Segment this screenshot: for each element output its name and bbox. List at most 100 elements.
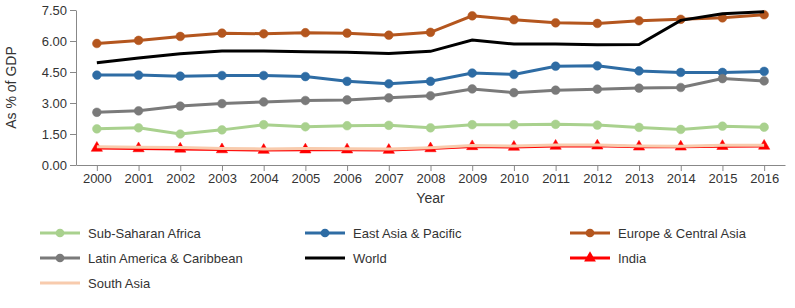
x-tick-label: 2007 (375, 171, 404, 186)
y-tick-mark (70, 165, 76, 166)
series-marker (218, 125, 227, 134)
x-tick-mark (347, 165, 348, 171)
series-marker (343, 121, 352, 130)
series-marker (384, 79, 393, 88)
series-marker (718, 122, 727, 131)
series-marker (760, 67, 769, 76)
series-marker (510, 70, 519, 79)
series-marker (635, 84, 644, 93)
x-tick-label: 2004 (250, 171, 279, 186)
x-tick: 2009 (458, 165, 487, 186)
x-tick-label: 2011 (542, 171, 570, 186)
x-tick-mark (514, 165, 515, 171)
y-tick: 0.00 (42, 158, 76, 173)
y-tick-mark (70, 72, 76, 73)
series-marker (259, 120, 268, 129)
x-axis: 2000200120022003200420052006200720082009… (77, 165, 786, 186)
series-marker (426, 77, 435, 86)
series-marker (468, 85, 477, 94)
legend-marker (586, 229, 595, 238)
x-axis-title: Year (416, 190, 445, 206)
x-tick-label: 2001 (125, 171, 154, 186)
y-tick-label: 7.50 (42, 3, 67, 18)
legend-label: World (353, 251, 387, 266)
x-tick-label: 2008 (417, 171, 446, 186)
series-marker (176, 72, 185, 81)
x-tick: 2013 (625, 165, 654, 186)
x-tick: 2016 (750, 165, 779, 186)
legend-item: South Asia (40, 276, 151, 291)
x-tick: 2000 (83, 165, 112, 186)
x-tick-label: 2009 (458, 171, 487, 186)
x-tick-mark (139, 165, 140, 171)
series-marker (176, 102, 185, 111)
legend-marker (56, 254, 65, 263)
series-marker (718, 74, 727, 83)
series-marker (510, 120, 519, 129)
x-tick-mark (180, 165, 181, 171)
y-tick-label: 6.00 (42, 34, 67, 49)
legend-item: India (570, 251, 647, 266)
series-marker (468, 69, 477, 78)
series-marker (426, 91, 435, 100)
series-marker (593, 19, 602, 28)
series-marker (593, 85, 602, 94)
series-marker (510, 88, 519, 97)
legend-label: India (618, 251, 647, 266)
series-marker (92, 124, 101, 133)
series-marker (551, 62, 560, 71)
legend-marker (321, 229, 330, 238)
series-marker (343, 77, 352, 86)
x-tick-label: 2002 (166, 171, 195, 186)
y-tick-label: 1.50 (42, 127, 67, 142)
y-tick: 4.50 (42, 65, 76, 80)
series-marker (134, 36, 143, 45)
x-tick-label: 2010 (500, 171, 529, 186)
x-tick-label: 2012 (583, 171, 612, 186)
x-tick: 2003 (208, 165, 237, 186)
x-tick: 2015 (708, 165, 737, 186)
legend-item: Europe & Central Asia (570, 226, 747, 241)
x-tick-label: 2000 (83, 171, 112, 186)
x-tick-label: 2013 (625, 171, 654, 186)
x-tick: 2012 (583, 165, 612, 186)
series-marker (343, 29, 352, 38)
x-tick: 2010 (500, 165, 529, 186)
series-marker (676, 125, 685, 134)
series-marker (426, 123, 435, 132)
series-marker (218, 71, 227, 80)
y-tick-label: 4.50 (42, 65, 67, 80)
x-tick-mark (431, 165, 432, 171)
legend-marker (56, 229, 65, 238)
x-tick-mark (264, 165, 265, 171)
legend-item: Latin America & Caribbean (40, 251, 243, 266)
y-tick: 3.00 (42, 96, 76, 111)
x-tick: 2008 (417, 165, 446, 186)
x-tick-label: 2006 (333, 171, 362, 186)
y-tick-label: 0.00 (42, 158, 67, 173)
series-line (97, 12, 764, 63)
series-line (97, 79, 764, 113)
legend-swatch (40, 282, 80, 285)
x-tick-label: 2003 (208, 171, 237, 186)
x-tick-label: 2015 (708, 171, 737, 186)
series-marker (301, 122, 310, 131)
series-marker (134, 123, 143, 132)
series-marker (676, 83, 685, 92)
legend-item: World (305, 251, 387, 266)
series-marker (218, 29, 227, 38)
series-marker (676, 68, 685, 77)
y-tick-mark (70, 41, 76, 42)
series-marker (92, 108, 101, 117)
x-tick: 2006 (333, 165, 362, 186)
series-marker (176, 32, 185, 41)
series-marker (384, 121, 393, 130)
series-marker (301, 28, 310, 37)
series-marker (635, 16, 644, 25)
series-marker (384, 93, 393, 102)
series-marker (468, 11, 477, 20)
series-marker (176, 130, 185, 139)
y-axis: 0.00 1.50 3.00 4.50 6.00 7.50 (42, 3, 77, 173)
y-tick: 1.50 (42, 127, 76, 142)
series-marker (301, 72, 310, 81)
